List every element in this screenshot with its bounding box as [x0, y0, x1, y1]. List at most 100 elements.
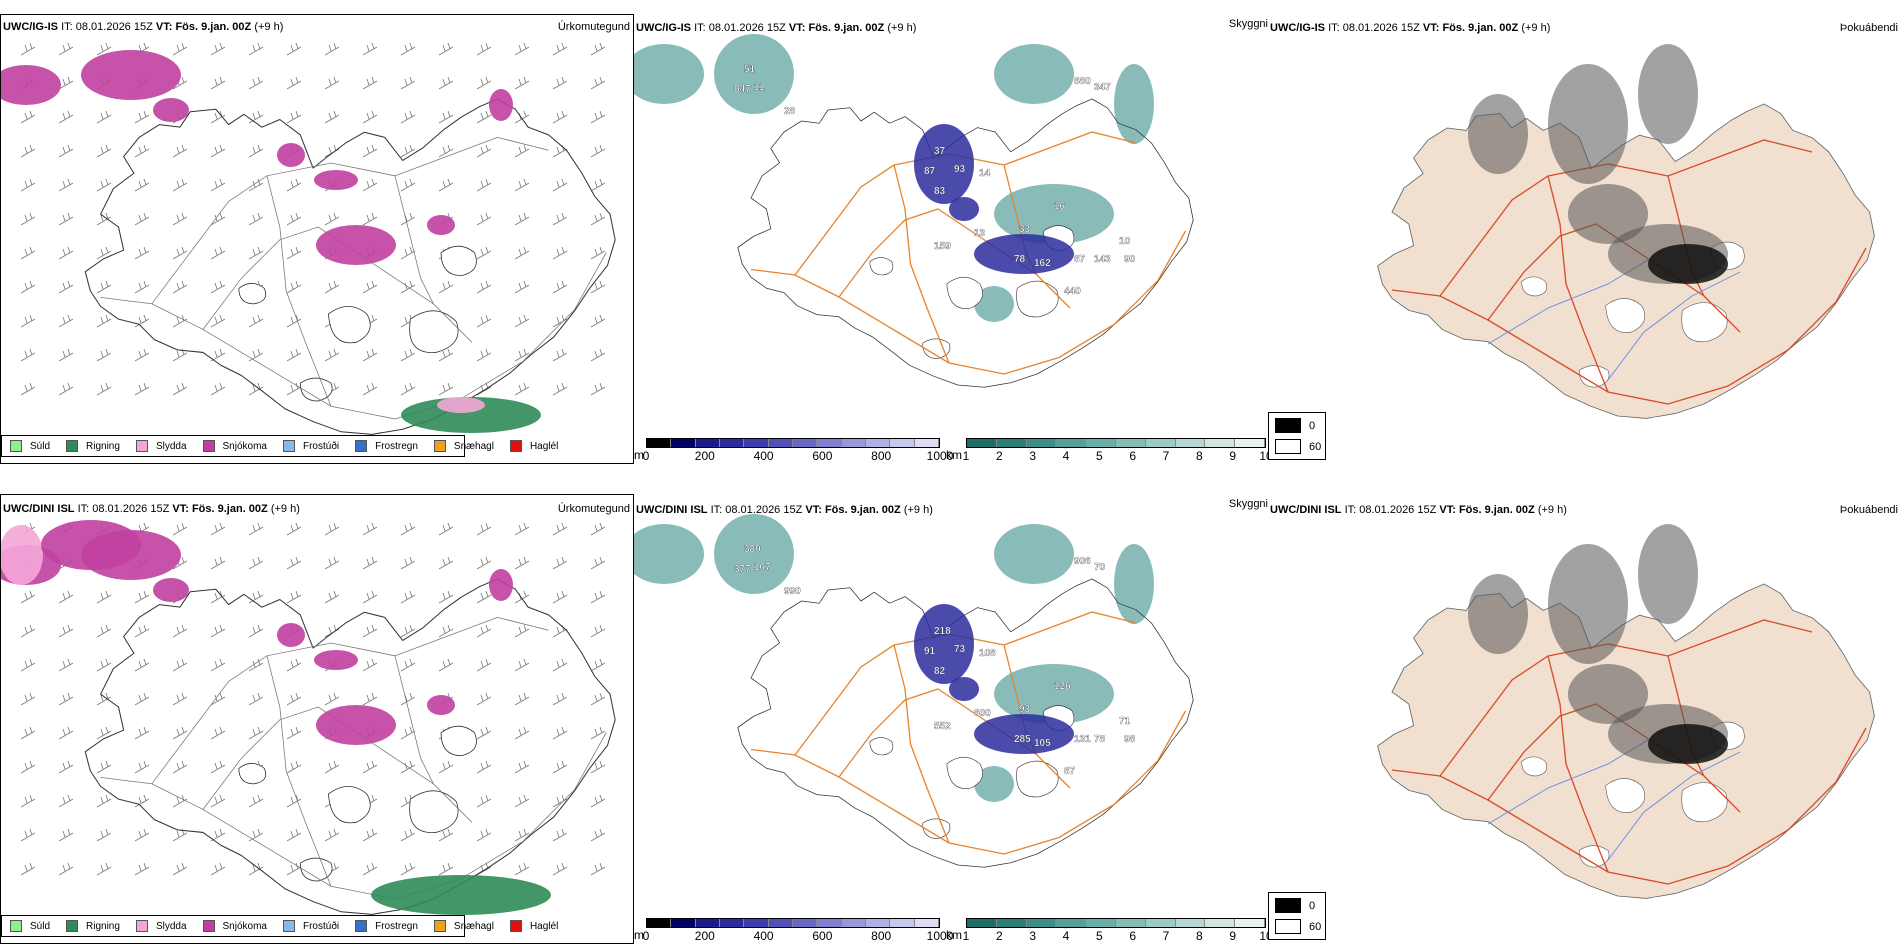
- wind-barb: [590, 348, 606, 362]
- precip-legend-item: Frostúði: [282, 440, 339, 452]
- wind-barb: [400, 658, 416, 672]
- rain-area: [371, 875, 551, 915]
- visibility-km-scale: 1 2 3 4 5 6 7 8 9 10: [963, 438, 1268, 463]
- road-line: [1547, 655, 1609, 873]
- wind-barb: [210, 556, 226, 570]
- wind-barb: [286, 760, 302, 774]
- road-line: [394, 655, 434, 784]
- visibility-value-label: 880: [1074, 76, 1091, 87]
- visibility-value-label: 13: [974, 228, 986, 239]
- wind-barb: [438, 280, 454, 294]
- wind-barb: [58, 76, 74, 90]
- wind-barb: [96, 624, 112, 638]
- glacier-outline: [1605, 778, 1646, 813]
- wind-barb: [552, 522, 568, 536]
- wind-barb: [362, 42, 378, 56]
- precip-legend-item: Súld: [10, 920, 50, 932]
- wind-barb: [58, 760, 74, 774]
- wind-barb: [248, 314, 264, 328]
- wind-barb: [438, 42, 454, 56]
- wind-barb: [286, 348, 302, 362]
- header-row2-p3: UWC/DINI ISL IT: 08.01.2026 15Z VT: Fös.…: [1270, 504, 1567, 516]
- scale-tick-label: 4: [1062, 929, 1070, 943]
- visibility-value-label: 71: [1119, 716, 1131, 727]
- wind-barb: [20, 658, 36, 672]
- legend-swatch: [66, 920, 79, 932]
- scale-tick-label: 1000: [926, 929, 954, 943]
- road-line: [893, 644, 950, 844]
- wind-barb: [514, 144, 530, 158]
- wind-barb: [552, 110, 568, 124]
- wind-barb: [286, 212, 302, 226]
- low-cloud-area: [1114, 64, 1154, 144]
- wind-barb: [134, 280, 150, 294]
- road-line: [1547, 175, 1609, 393]
- visibility-panel-row1: 51 847 11 28 37 87 93 83 14 159 13 33 78 162 87 143 10 90…: [634, 14, 1268, 464]
- wind-barb: [248, 522, 264, 536]
- wind-barb: [476, 76, 492, 90]
- wind-barb: [134, 382, 150, 396]
- wind-barb: [210, 314, 226, 328]
- low-visibility-area: [974, 714, 1074, 754]
- wind-barb: [476, 726, 492, 740]
- visibility-value-label: 347: [1094, 82, 1111, 93]
- wind-barb: [96, 246, 112, 260]
- wind-barb: [362, 828, 378, 842]
- wind-barb: [552, 382, 568, 396]
- visibility-panel-row2: 380 377 107 990 218 91 73 82 108 552 800 93 285 105 13…: [634, 494, 1268, 944]
- wind-barb: [438, 760, 454, 774]
- wind-barb: [590, 280, 606, 294]
- wind-barb: [20, 178, 36, 192]
- wind-barb: [552, 794, 568, 808]
- wind-barb: [286, 42, 302, 56]
- wind-barb: [590, 110, 606, 124]
- iceland-outline: [737, 578, 1194, 868]
- wind-barb: [286, 178, 302, 192]
- glacier-outline: [1681, 302, 1728, 342]
- road-line: [266, 655, 332, 887]
- low-cloud-area: [994, 44, 1074, 104]
- precip-legend-row2: Súld Rigning Slydda Snjókoma Frostúði Frostre…: [1, 915, 558, 937]
- wind-barb: [400, 862, 416, 876]
- visibility-value-label: 33: [1019, 224, 1031, 235]
- wind-barb: [324, 42, 340, 56]
- precip-legend-item: Slydda: [135, 920, 187, 932]
- wind-barb: [248, 624, 264, 638]
- wind-barb: [552, 862, 568, 876]
- visibility-value-label: 440: [1064, 286, 1081, 297]
- wind-barb: [476, 624, 492, 638]
- wind-barb: [362, 590, 378, 604]
- wind-barb: [248, 382, 264, 396]
- wind-barb: [58, 280, 74, 294]
- glacier-outline: [1521, 276, 1548, 297]
- wind-barb: [172, 624, 188, 638]
- legend-swatch: [202, 920, 215, 932]
- wind-barb: [210, 522, 226, 536]
- precip-legend-item: Slydda: [135, 440, 187, 452]
- wind-barb: [20, 110, 36, 124]
- visibility-value-label: 16: [1054, 201, 1066, 212]
- wind-barb: [172, 144, 188, 158]
- iceland-outline: [84, 578, 616, 915]
- wind-barb: [58, 692, 74, 706]
- wind-barb: [96, 828, 112, 842]
- snow-area: [1, 65, 61, 105]
- glacier-outline: [328, 785, 371, 824]
- fog-index-area: [1638, 524, 1698, 624]
- unit-km: km: [946, 448, 962, 462]
- scale-tick-label: 400: [753, 929, 774, 943]
- wind-barb: [20, 760, 36, 774]
- snow-area: [316, 705, 396, 745]
- panel-title: Þokuábendi: [1839, 22, 1898, 34]
- scale-tick-label: 0: [642, 449, 650, 463]
- wind-barb: [134, 726, 150, 740]
- visibility-value-label: 108: [979, 648, 996, 659]
- wind-barb: [590, 178, 606, 192]
- wind-barb: [286, 76, 302, 90]
- wind-barb: [20, 692, 36, 706]
- road-line: [100, 252, 607, 420]
- wind-barb: [476, 110, 492, 124]
- river-line: [1607, 271, 1741, 381]
- wind-barb: [248, 110, 264, 124]
- fog-index-area: [1648, 244, 1728, 284]
